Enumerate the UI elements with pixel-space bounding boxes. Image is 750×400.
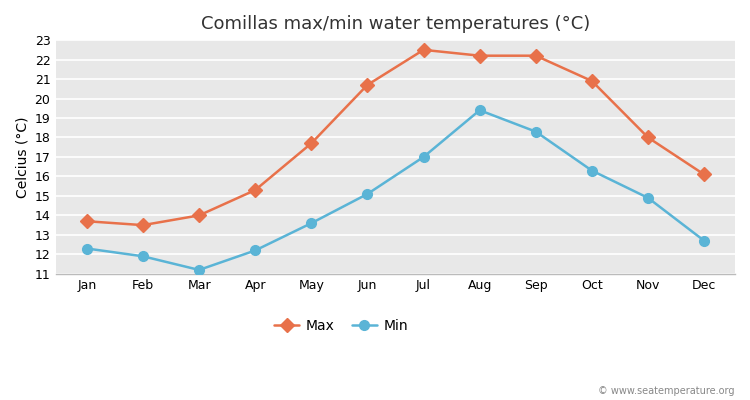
Min [194, 268, 203, 272]
Min [82, 246, 92, 251]
Max [587, 79, 596, 84]
Max [194, 213, 203, 218]
Max [82, 219, 92, 224]
Line: Min: Min [82, 105, 709, 275]
Max [307, 141, 316, 146]
Min [139, 254, 148, 259]
Max [644, 135, 652, 140]
Max [139, 223, 148, 228]
Title: Comillas max/min water temperatures (°C): Comillas max/min water temperatures (°C) [201, 15, 590, 33]
Min [419, 154, 428, 159]
Legend: Max, Min: Max, Min [268, 314, 414, 338]
Min [251, 248, 260, 253]
Max [251, 188, 260, 192]
Min [700, 238, 709, 243]
Line: Max: Max [82, 45, 709, 230]
Min [644, 196, 652, 200]
Min [531, 129, 540, 134]
Max [531, 53, 540, 58]
Max [700, 172, 709, 177]
Y-axis label: Celcius (°C): Celcius (°C) [15, 116, 29, 198]
Text: © www.seatemperature.org: © www.seatemperature.org [598, 386, 735, 396]
Min [476, 108, 484, 113]
Max [419, 48, 428, 52]
Min [307, 221, 316, 226]
Min [363, 192, 372, 196]
Min [587, 168, 596, 173]
Max [363, 82, 372, 87]
Max [476, 53, 484, 58]
